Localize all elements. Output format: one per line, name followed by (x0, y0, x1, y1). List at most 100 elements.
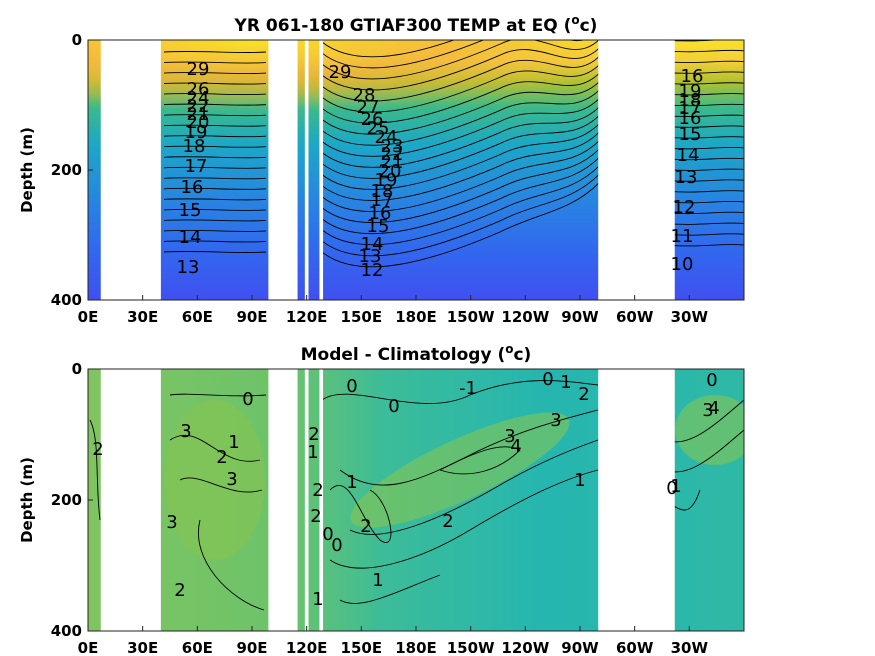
contour-label: 15 (679, 124, 702, 145)
anomaly-contour-line (169, 434, 261, 462)
contour-label: 2 (92, 439, 103, 460)
contour-label: 12 (673, 197, 696, 218)
x-tick-label: 30E (127, 639, 158, 656)
panel2-land-gaps (100, 369, 675, 631)
contour-label: 3 (550, 410, 561, 431)
land-gap (100, 369, 161, 631)
contour-label: 18 (679, 90, 702, 111)
x-tick-label: 180E (395, 639, 437, 656)
contour-label: 22 (187, 96, 210, 117)
anomaly-contour-line (198, 519, 265, 611)
contour-label: 13 (177, 257, 200, 278)
contour-label: 3 (504, 426, 515, 447)
land-gap (304, 40, 309, 300)
contour-label: 14 (677, 145, 700, 166)
land-gap (598, 40, 675, 300)
contour-label: 19 (185, 122, 208, 143)
anomaly-contour-line (339, 574, 441, 604)
contour-label: 24 (187, 88, 210, 109)
contour-label: 18 (371, 181, 394, 202)
land-gap (100, 40, 161, 300)
land-gap (319, 369, 324, 631)
panel1-title-end: c) (580, 16, 598, 36)
contour-label: 21 (187, 104, 210, 125)
x-tick-label: 90W (561, 308, 599, 326)
contour-label: 2 (174, 580, 185, 601)
panel2-xticks: 0E 30E 60E 90E 120E 150E 180E 150W 120W 90W 60W 30W (78, 626, 709, 656)
panel2-western-anomaly (165, 400, 265, 560)
panel2-contour-lines (89, 380, 744, 611)
anomaly-contour-line (169, 393, 267, 397)
land-gap (598, 369, 675, 631)
anomaly-contour-line (179, 477, 263, 493)
x-tick-label: 30W (671, 639, 709, 656)
anomaly-contour-line (321, 380, 599, 404)
contour-label: 19 (679, 81, 702, 102)
panel1-title-main: YR 061-180 GTIAF300 TEMP at EQ ( (234, 16, 572, 36)
contour-label: 20 (379, 161, 402, 182)
contour-label: 0 (242, 389, 253, 410)
contour-label: 20 (187, 112, 210, 133)
contour-label: 0 (542, 369, 553, 390)
contour-label: 13 (359, 246, 382, 267)
anomaly-contour-line (329, 484, 392, 543)
land-gap (268, 40, 298, 300)
contour-label: 26 (361, 109, 384, 130)
x-tick-label: 90E (236, 639, 267, 656)
contour-label: 17 (679, 98, 702, 119)
y-tick-label: 200 (51, 161, 82, 179)
contour-label: 1 (670, 476, 681, 497)
contour-label: 15 (179, 200, 202, 221)
x-tick-label: 180E (395, 308, 437, 326)
panel-temperature: YR 061-180 GTIAF300 TEMP at EQ (oc) 29 26… (18, 13, 745, 326)
contour-label: 29 (329, 62, 352, 83)
contour-label: 1 (560, 372, 571, 393)
anomaly-contour-line (349, 439, 599, 535)
y-tick-label: 400 (51, 622, 82, 640)
x-tick-label: 120E (286, 308, 328, 326)
contour-label: 23 (381, 136, 404, 157)
contour-label: 3 (226, 469, 237, 490)
contour-label: 4 (708, 398, 719, 419)
contour-label: 1 (312, 589, 323, 610)
x-tick-label: 150E (341, 639, 383, 656)
y-tick-label: 400 (51, 291, 82, 309)
panel1-ylabel: Depth (m) (18, 127, 36, 213)
contour-label: 17 (371, 190, 394, 211)
contour-label: 29 (187, 59, 210, 80)
contour-label: 1 (228, 432, 239, 453)
contour-label: 2 (216, 447, 227, 468)
contour-label: 28 (353, 85, 376, 106)
anomaly-contour-line (329, 469, 599, 569)
contour-label: 1 (574, 470, 585, 491)
panel1-field (88, 40, 744, 300)
contour-label: 17 (185, 156, 208, 177)
panel2-positive-anomaly (350, 412, 570, 528)
contour-label: 16 (369, 203, 392, 224)
contour-label: 0 (331, 535, 342, 556)
contour-label: 4 (510, 436, 521, 457)
contour-label: 3 (180, 421, 191, 442)
panel1-land-gaps (100, 40, 675, 300)
x-tick-label: 0E (78, 308, 99, 326)
contour-label: 12 (361, 260, 384, 281)
contour-label: 0 (346, 376, 357, 397)
x-tick-label: 60W (616, 308, 654, 326)
contour-label: 16 (681, 66, 704, 87)
contour-label: 1 (346, 472, 357, 493)
x-tick-label: 120W (501, 639, 549, 656)
contour-label: 19 (375, 170, 398, 191)
anomaly-contour-line (89, 419, 101, 521)
panel-difference: Model - Climatology (oc) 031233222122001… (18, 342, 745, 656)
contour-label: 16 (679, 108, 702, 129)
contour-label: 24 (375, 127, 398, 148)
land-gap (304, 369, 309, 631)
x-tick-label: 150W (447, 308, 495, 326)
y-tick-label: 0 (72, 31, 82, 49)
anomaly-contour-line (339, 409, 599, 486)
x-tick-label: 90W (561, 639, 599, 656)
contour-label: 0 (388, 396, 399, 417)
panel1-title-sup: o (571, 13, 579, 27)
